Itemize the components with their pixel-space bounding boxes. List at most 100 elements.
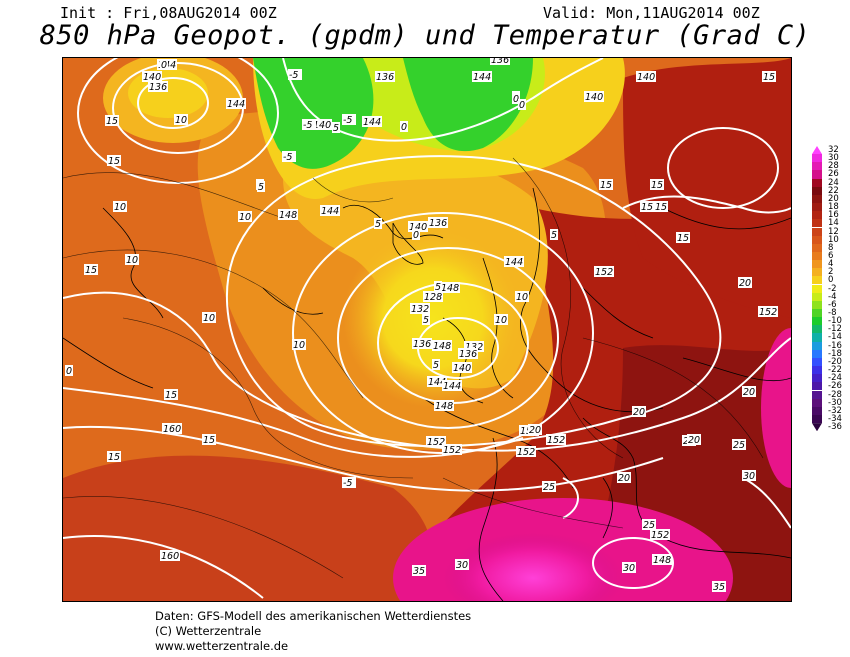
temperature-label: 0 [519, 100, 525, 111]
temperature-label: 15 [108, 452, 120, 463]
temperature-label: 15 [677, 233, 689, 244]
temperature-label: -5 [289, 70, 298, 81]
geopotential-label: 152 [651, 530, 669, 541]
legend-swatch [812, 268, 822, 276]
geopotential-label: 144 [473, 72, 491, 83]
geopotential-label: 136 [459, 349, 477, 360]
legend-swatch [812, 333, 822, 341]
geopotential-label: 148 [435, 401, 453, 412]
temperature-label: 15 [641, 202, 653, 213]
footer-copyright: (C) Wetterzentrale [155, 624, 471, 639]
temperature-label: 30 [456, 560, 468, 571]
legend-swatch [812, 170, 822, 178]
legend-swatch [812, 285, 822, 293]
geopotential-label: 136 [491, 58, 509, 66]
temperature-label: 5 [258, 182, 264, 193]
geopotential-label: 144 [227, 99, 245, 110]
geopotential-label: 128 [424, 292, 442, 303]
legend-swatch [812, 162, 822, 170]
temperature-label: 10 [516, 292, 528, 303]
geopotential-label: 132 [411, 304, 429, 315]
temperature-label: 10 [203, 313, 215, 324]
temperature-label: 20 [633, 407, 645, 418]
temperature-label: 15 [203, 435, 215, 446]
legend-swatch [812, 293, 822, 301]
legend-swatch [812, 301, 822, 309]
legend-swatch [812, 391, 822, 399]
temperature-label: 10 [126, 255, 138, 266]
legend-swatch [812, 219, 822, 227]
geopotential-label: 148 [433, 341, 451, 352]
legend-swatch [812, 228, 822, 236]
temperature-label: 15 [165, 390, 177, 401]
temperature-label: 15 [763, 72, 775, 83]
footer: Daten: GFS-Modell des amerikanischen Wet… [155, 609, 471, 654]
temperature-label: 5 [423, 315, 429, 326]
temperature-label: 5 [375, 219, 381, 230]
temperature-label: 20 [739, 278, 751, 289]
temperature-label: 15 [108, 156, 120, 167]
temperature-label: 0 [66, 366, 72, 377]
geopotential-label: 144 [321, 206, 339, 217]
geopotential-label: 152 [595, 267, 613, 278]
legend-swatch [812, 252, 822, 260]
temperature-label: 35 [413, 566, 425, 577]
footer-url: www.wetterzentrale.de [155, 639, 471, 654]
legend-swatch [812, 203, 822, 211]
legend-swatch [812, 260, 822, 268]
legend-swatch [812, 382, 822, 390]
map-title: 850 hPa Geopot. (gpdm) und Temperatur (G… [0, 20, 850, 51]
legend-swatch [812, 423, 822, 431]
geopotential-label: 136 [429, 218, 447, 229]
temperature-label: 10 [495, 315, 507, 326]
geopotential-label: 144 [363, 117, 381, 128]
geopotential-label: 152 [517, 447, 535, 458]
temperature-label: 10 [293, 340, 305, 351]
temperature-label: 30 [623, 563, 635, 574]
legend-label: -36 [828, 423, 842, 431]
legend-swatch [812, 350, 822, 358]
temperature-label: 20 [529, 425, 541, 436]
legend-swatch [812, 374, 822, 382]
temperature-label: 25 [643, 520, 655, 531]
temperature-label: 0 [401, 122, 407, 133]
geopotential-label: 136 [149, 82, 167, 93]
weather-map: 1441401361441361401441361401441401481441… [62, 57, 792, 602]
geopotential-label: 140 [453, 363, 471, 374]
geopotential-label: 140 [637, 72, 655, 83]
temperature-label: 25 [733, 440, 745, 451]
legend-swatch [812, 415, 822, 423]
legend-swatch [812, 399, 822, 407]
temperature-label: 10 [175, 115, 187, 126]
legend-swatch [812, 179, 822, 187]
temperature-label: 30 [743, 471, 755, 482]
geopotential-label: 136 [413, 339, 431, 350]
temperature-label: 10 [239, 212, 251, 223]
temperature-label: 20 [688, 435, 700, 446]
legend-swatch [812, 325, 822, 333]
geopotential-label: 144 [443, 381, 461, 392]
temperature-label: 15 [106, 116, 118, 127]
geopotential-label: 152 [547, 435, 565, 446]
temperature-label: 5 [433, 360, 439, 371]
geopotential-label: 152 [443, 445, 461, 456]
temperature-label: 15 [600, 180, 612, 191]
geopotential-label: 160 [161, 551, 179, 562]
temperature-label: 5 [551, 230, 557, 241]
legend-swatch [812, 195, 822, 203]
legend-swatch [812, 366, 822, 374]
temperature-label: 10 [114, 202, 126, 213]
legend-swatch [812, 358, 822, 366]
temperature-label: 15 [85, 265, 97, 276]
geopotential-label: 144 [505, 257, 523, 268]
legend-swatch [812, 154, 822, 162]
legend-swatch [812, 276, 822, 284]
geopotential-label: 152 [759, 307, 777, 318]
legend-swatch [812, 309, 822, 317]
temperature-label: 0 [413, 230, 419, 241]
legend-swatch [812, 187, 822, 195]
temperature-label: -5 [343, 478, 352, 489]
footer-source: Daten: GFS-Modell des amerikanischen Wet… [155, 609, 471, 624]
legend-swatch [812, 211, 822, 219]
temperature-label: -5 [303, 120, 312, 131]
